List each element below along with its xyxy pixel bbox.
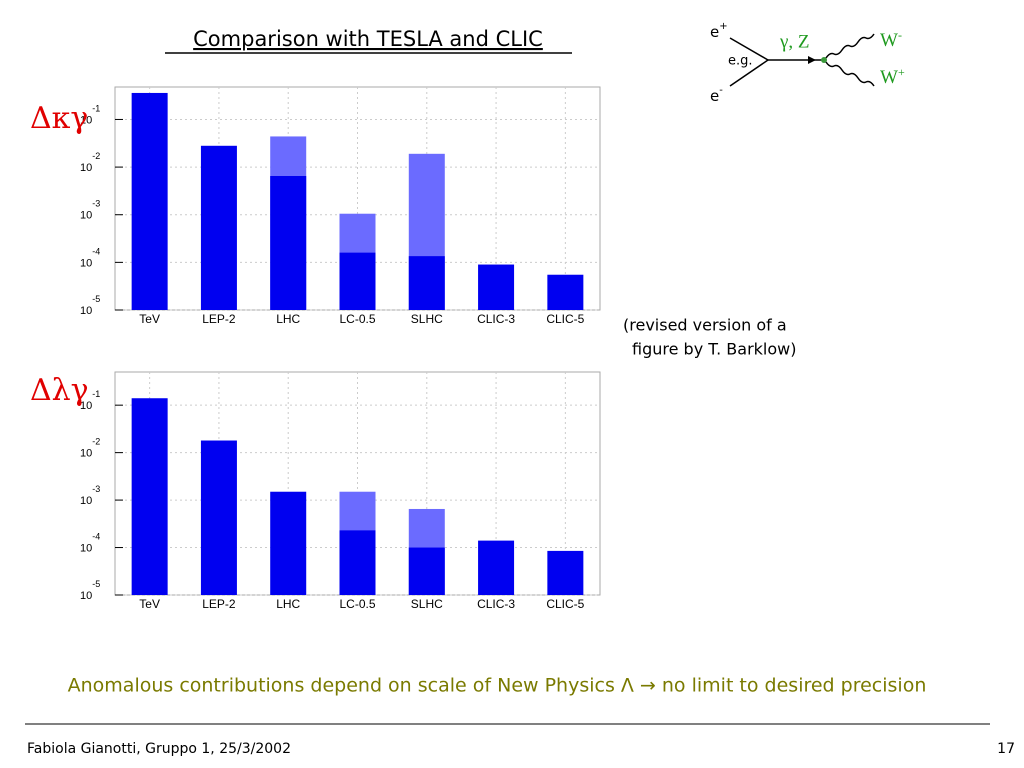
y-tick-label: 10-4 [80,532,100,555]
bar [200,440,237,595]
x-tick-label: LEP-2 [202,312,236,326]
tick-exponent: -1 [92,390,100,400]
y-tick-label: 10-2 [80,151,100,174]
bar [478,540,515,595]
y-tick-label: 10-1 [80,104,100,127]
y-axis-label: Δκγ [30,101,88,136]
boson-label: γ, Z [779,31,810,52]
x-tick-label: SLHC [411,597,443,611]
x-tick-label: SLHC [411,312,443,326]
x-tick-label: LHC [276,312,300,326]
x-tick-label: CLIC-5 [546,312,584,326]
bar [339,530,376,595]
x-tick-label: TeV [139,597,160,611]
tick-exponent: -3 [92,484,100,494]
x-tick-label: LC-0.5 [339,597,375,611]
x-tick-label: LC-0.5 [339,312,375,326]
tick-exponent: -5 [92,294,100,304]
tick-exponent: -4 [92,532,100,542]
bar [270,491,307,595]
tick-base: 10 [80,114,92,126]
y-tick-label: 10-2 [80,437,100,460]
x-tick-label: CLIC-5 [546,597,584,611]
y-tick-label: 10-5 [80,294,100,317]
y-tick-label: 10-3 [80,484,100,507]
x-tick-label: CLIC-3 [477,597,515,611]
page-number: 17 [997,741,1015,757]
y-tick-label: 10-4 [80,247,100,270]
x-tick-label: LEP-2 [202,597,236,611]
caption-line: (revised version of a [623,316,787,335]
w-plus: W+ [880,65,905,89]
statement: Anomalous contributions depend on scale … [68,675,927,697]
tick-base: 10 [80,448,92,460]
tick-exponent: -4 [92,247,100,257]
y-axis-label: Δλγ [30,373,89,408]
e-minus: e- [710,85,723,105]
arrow [808,56,816,64]
tick-exponent: -5 [92,579,100,589]
bar [547,550,584,595]
bar [408,256,445,310]
y-tick-label: 10-1 [80,390,100,413]
slide-title: Comparison with TESLA and CLIC [193,27,543,51]
bar [270,176,307,310]
line [729,37,769,61]
x-tick-label: LHC [276,597,300,611]
x-tick-label: CLIC-3 [477,312,515,326]
tick-base: 10 [80,257,92,269]
tick-exponent: -2 [92,151,100,161]
tick-exponent: -2 [92,437,100,447]
footer: Fabiola Gianotti, Gruppo 1, 25/3/2002 [27,741,291,757]
tick-base: 10 [80,590,92,602]
vertex [821,57,827,63]
y-tick-label: 10-5 [80,579,100,602]
tick-base: 10 [80,400,92,412]
feynman-diagram: e+ e- e.g. γ, Z W- W+ [710,21,905,105]
tick-base: 10 [80,210,92,222]
tick-base: 10 [80,542,92,554]
tick-base: 10 [80,495,92,507]
eg-label: e.g. [728,54,753,69]
line [729,59,769,87]
tick-exponent: -3 [92,199,100,209]
e-plus: e+ [710,21,728,41]
bar [408,547,445,595]
y-tick-label: 10-3 [80,199,100,222]
bar [200,145,237,310]
bar [131,398,168,595]
x-tick-label: TeV [139,312,160,326]
w-minus: W- [880,28,902,52]
wavy-line [825,61,875,87]
bar [131,92,168,311]
caption-line: figure by T. Barklow) [632,340,796,359]
bar [339,252,376,310]
tick-base: 10 [80,162,92,174]
tick-exponent: -1 [92,104,100,114]
tick-base: 10 [80,305,92,317]
bar [478,264,515,310]
bar [547,274,584,310]
wavy-line [825,33,875,59]
